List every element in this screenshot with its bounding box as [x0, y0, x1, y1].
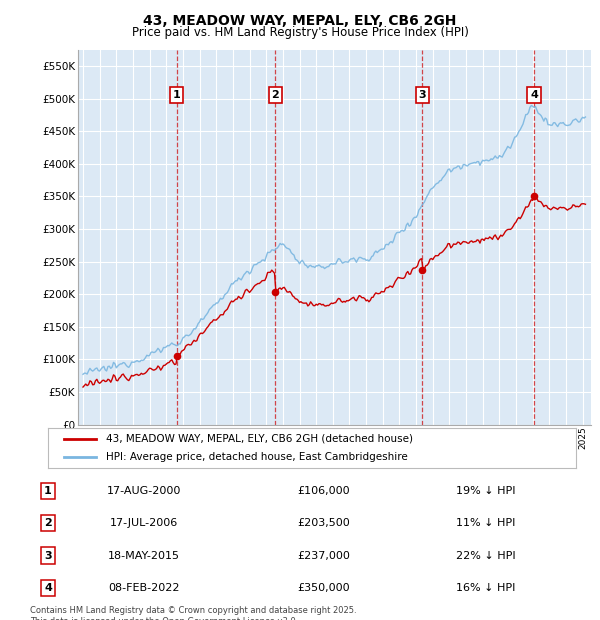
Text: £106,000: £106,000 — [298, 486, 350, 496]
Text: 11% ↓ HPI: 11% ↓ HPI — [456, 518, 515, 528]
Text: 43, MEADOW WAY, MEPAL, ELY, CB6 2GH (detached house): 43, MEADOW WAY, MEPAL, ELY, CB6 2GH (det… — [106, 433, 413, 444]
Text: 2: 2 — [271, 91, 279, 100]
Text: 22% ↓ HPI: 22% ↓ HPI — [456, 551, 515, 560]
Text: Price paid vs. HM Land Registry's House Price Index (HPI): Price paid vs. HM Land Registry's House … — [131, 26, 469, 39]
Text: 08-FEB-2022: 08-FEB-2022 — [108, 583, 180, 593]
Text: 3: 3 — [419, 91, 426, 100]
Text: 17-JUL-2006: 17-JUL-2006 — [110, 518, 178, 528]
Text: 3: 3 — [44, 551, 52, 560]
Text: 17-AUG-2000: 17-AUG-2000 — [107, 486, 181, 496]
Text: 18-MAY-2015: 18-MAY-2015 — [108, 551, 180, 560]
Text: Contains HM Land Registry data © Crown copyright and database right 2025.
This d: Contains HM Land Registry data © Crown c… — [30, 606, 356, 620]
Text: £203,500: £203,500 — [298, 518, 350, 528]
Text: 2: 2 — [44, 518, 52, 528]
Text: 4: 4 — [44, 583, 52, 593]
Text: £237,000: £237,000 — [298, 551, 350, 560]
Text: 43, MEADOW WAY, MEPAL, ELY, CB6 2GH: 43, MEADOW WAY, MEPAL, ELY, CB6 2GH — [143, 14, 457, 28]
Text: 16% ↓ HPI: 16% ↓ HPI — [456, 583, 515, 593]
Text: 1: 1 — [173, 91, 181, 100]
Text: 4: 4 — [530, 91, 538, 100]
Text: 19% ↓ HPI: 19% ↓ HPI — [456, 486, 515, 496]
Text: HPI: Average price, detached house, East Cambridgeshire: HPI: Average price, detached house, East… — [106, 452, 408, 463]
Text: 1: 1 — [44, 486, 52, 496]
Text: £350,000: £350,000 — [298, 583, 350, 593]
